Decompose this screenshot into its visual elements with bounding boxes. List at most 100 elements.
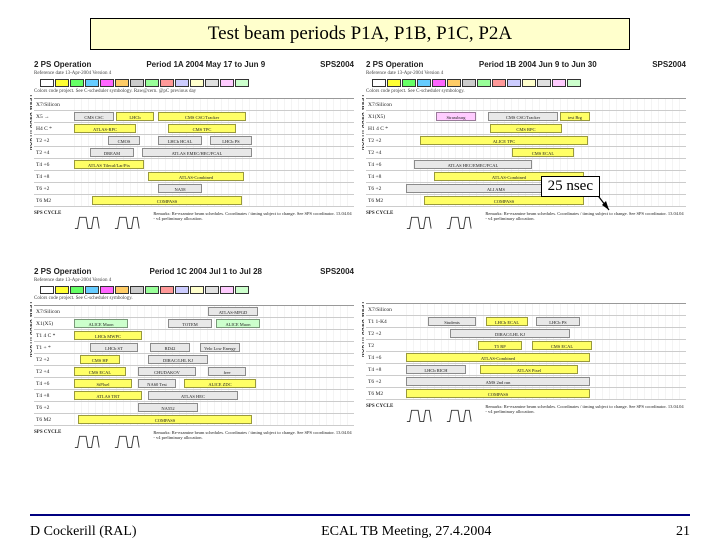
- legend-chips: [30, 78, 358, 89]
- schedule-bar: LHCb PS: [536, 317, 580, 326]
- cycle-label: SPS CYCLE: [366, 404, 393, 409]
- row-label: X1(X5): [34, 321, 68, 327]
- legend-chip: [417, 79, 431, 87]
- schedule-bar: COMPASS: [406, 389, 590, 398]
- legend-chip: [507, 79, 521, 87]
- schedule-bar: COMPASS: [424, 196, 584, 205]
- panel-grid: 2 PS OperationPeriod 1A 2004 May 17 to J…: [0, 58, 720, 468]
- footer-meeting: ECAL TB Meeting, 27.4.2004: [321, 524, 491, 540]
- legend-chip: [160, 286, 174, 294]
- row-label: T6 M2: [34, 417, 68, 423]
- row-label: X5 →: [34, 114, 68, 120]
- legend-chip: [432, 79, 446, 87]
- schedule-bar: NA552: [138, 403, 198, 412]
- table-row: T4 +8ATLAS TRTATLAS HEC: [34, 390, 354, 402]
- legend-chip: [477, 79, 491, 87]
- row-label: T1 1-K4: [366, 319, 400, 325]
- schedule-bar: CMS CSC: [74, 112, 114, 121]
- schedule-bar: ATLAS EMEC/HEC/FCAL: [142, 148, 252, 157]
- legend-chip: [220, 286, 234, 294]
- schedule-bar: ALICE TPC: [420, 136, 588, 145]
- schedule-bar: CMS TPC: [168, 124, 236, 133]
- cycle-wave-icon: [405, 404, 433, 426]
- row-label: H4 C *: [34, 126, 68, 132]
- table-row: X7/Silicon: [366, 99, 686, 111]
- row-track: StrassburgCMS CSC/Trackertest Brg: [400, 111, 686, 122]
- schedule-bar: CMS CSC/Tracker: [488, 112, 558, 121]
- legend-chip: [145, 79, 159, 87]
- schedule-bar: NA60 Test: [138, 379, 176, 388]
- schedule-bar: CMS ECAL: [512, 148, 574, 157]
- row-label: T4 +8: [366, 367, 400, 373]
- row-track: SiPlxelNA60 TestALICE ZDC: [68, 378, 354, 389]
- row-label: X7/Silicon: [366, 102, 400, 108]
- schedule-panel: NORTH AREA WESTX7/SiliconT1 1-K4Students…: [362, 265, 690, 468]
- schedule-panel: 2 PS OperationPeriod 1B 2004 Jun 9 to Ju…: [362, 58, 690, 261]
- row-label: T4 +6: [34, 162, 68, 168]
- schedule-bar: CHUDAKOV: [138, 367, 196, 376]
- schedule-panel: 2 PS OperationPeriod 1C 2004 Jul 1 to Ju…: [30, 265, 358, 468]
- schedule-bar: LHCb HCAL: [158, 136, 202, 145]
- sps-label: SPS2004: [320, 60, 354, 69]
- schedule-bar: Students: [428, 317, 476, 326]
- row-track: ATLAS-RPCCMS TPC: [68, 123, 354, 134]
- cycle-notes: Remarks: Re-examine beam schedules. Coor…: [485, 404, 686, 414]
- row-label: T4 +8: [34, 393, 68, 399]
- row-track: COMPASS: [68, 195, 354, 206]
- panel-header: 2 PS OperationPeriod 1C 2004 Jul 1 to Ju…: [30, 265, 358, 278]
- schedule-bar: LHCb: [116, 112, 154, 121]
- table-row: T2 +2DIRAC/LHL KJ: [366, 328, 686, 340]
- row-track: StudentsLHCb ECALLHCb PS: [400, 316, 686, 327]
- legend-chips: [362, 78, 690, 89]
- table-row: T2 +2 ALICE TPC: [366, 135, 686, 147]
- row-track: DIRAC/LHL KJ: [400, 328, 686, 339]
- cycle-wave-icon: [445, 211, 473, 233]
- table-row: T2 +4CMS ECAL: [366, 147, 686, 159]
- schedule-bar: ATLAS TRT: [74, 391, 142, 400]
- row-label: T2 +2: [34, 138, 68, 144]
- row-label: T4 +8: [34, 174, 68, 180]
- row-track: ATLAS-Combined: [68, 171, 354, 182]
- ops-label: 2 PS Operation: [34, 60, 91, 69]
- table-row: T1 4 C *LHCb MWPC: [34, 330, 354, 342]
- legend-chip: [220, 79, 234, 87]
- row-label: T6 M2: [366, 391, 400, 397]
- schedule-bar: free: [208, 367, 246, 376]
- row-label: T4 +6: [366, 162, 400, 168]
- period-label: Period 1C 2004 Jul 1 to Jul 28: [150, 267, 263, 276]
- table-row: T6 M2COMPASS: [34, 195, 354, 207]
- row-track: AMS 2nd run: [400, 376, 686, 387]
- schedule-bar: CMS ECAL: [532, 341, 592, 350]
- legend-chip: [205, 79, 219, 87]
- row-track: COMPASS: [400, 388, 686, 399]
- row-label: T4 +6: [34, 381, 68, 387]
- cycle-wave-icon: [405, 211, 433, 233]
- row-label: T6 +2: [34, 405, 68, 411]
- row-track: ALICE TPC: [400, 135, 686, 146]
- table-row: X5 →CMS CSCLHCbCMS CSC/Tracker: [34, 111, 354, 123]
- footer-page: 21: [676, 524, 690, 540]
- legend-chip: [175, 79, 189, 87]
- table-row: T1 + *LHCb STRD42Velo Low Energy: [34, 342, 354, 354]
- table-row: T2 +4DREAMATLAS EMEC/HEC/FCAL: [34, 147, 354, 159]
- table-row: T1 1-K4StudentsLHCb ECALLHCb PS: [366, 316, 686, 328]
- legend-chip: [537, 79, 551, 87]
- row-label: T2 +2: [366, 138, 400, 144]
- schedule-bar: ATLAS-Combined: [406, 353, 590, 362]
- row-track: CMS ECALCHUDAKOVfree: [68, 366, 354, 377]
- schedule-bar: NA58: [158, 184, 202, 193]
- sps-cycle-row: SPS CYCLERemarks: Re-examine beam schedu…: [362, 209, 690, 235]
- table-row: T4 +6ATLAS Tilecal/Lar/Pix: [34, 159, 354, 171]
- row-track: ATLAS Tilecal/Lar/Pix: [68, 159, 354, 170]
- row-track: COMPASS: [68, 414, 354, 425]
- schedule-bar: ALICE ZDC: [184, 379, 256, 388]
- row-track: [400, 304, 686, 315]
- cycle-label: SPS CYCLE: [34, 211, 61, 216]
- schedule-bar: ATLAS Pixel: [480, 365, 578, 374]
- ops-label: 2 PS Operation: [366, 60, 423, 69]
- table-row: T4 +8LHCb RICHATLAS Pixel: [366, 364, 686, 376]
- table-row: T6 +2NA58: [34, 183, 354, 195]
- legend-chip: [522, 79, 536, 87]
- cycle-wave-icon: [73, 211, 101, 233]
- table-row: T6 +2ALI AMS: [366, 183, 686, 195]
